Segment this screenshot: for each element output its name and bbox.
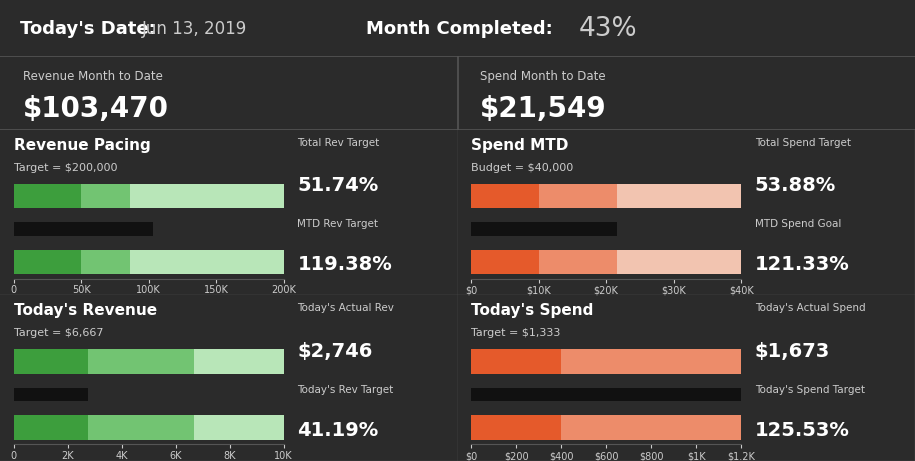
Text: Today's Actual Spend: Today's Actual Spend [755,303,866,313]
Text: Total Spend Target: Total Spend Target [755,138,851,148]
Text: $1,673: $1,673 [755,342,830,361]
Text: MTD Spend Goal: MTD Spend Goal [755,219,841,229]
Text: 119.38%: 119.38% [297,255,393,274]
Text: 41.19%: 41.19% [297,421,379,440]
Text: Month Completed:: Month Completed: [366,20,553,38]
Text: Today's Date:: Today's Date: [20,20,156,38]
Text: $2,746: $2,746 [297,342,372,361]
Text: Target = $200,000: Target = $200,000 [14,163,117,173]
Text: Budget = $40,000: Budget = $40,000 [471,163,574,173]
Text: Revenue Month to Date: Revenue Month to Date [23,71,163,83]
Text: Target = $6,667: Target = $6,667 [14,328,103,338]
Text: 53.88%: 53.88% [755,176,836,195]
Text: $21,549: $21,549 [480,95,607,124]
Text: Today's Spend: Today's Spend [471,303,594,319]
Text: Today's Actual Rev: Today's Actual Rev [297,303,394,313]
Text: 43%: 43% [578,16,637,42]
Text: Revenue Pacing: Revenue Pacing [14,138,150,153]
Text: $103,470: $103,470 [23,95,169,124]
Text: Today's Spend Target: Today's Spend Target [755,384,865,395]
Text: Target = $1,333: Target = $1,333 [471,328,561,338]
Text: Today's Rev Target: Today's Rev Target [297,384,393,395]
Text: Today's Revenue: Today's Revenue [14,303,156,319]
Text: Spend MTD: Spend MTD [471,138,568,153]
Text: 121.33%: 121.33% [755,255,850,274]
Text: Jun 13, 2019: Jun 13, 2019 [142,20,247,38]
Text: 51.74%: 51.74% [297,176,379,195]
Text: Total Rev Target: Total Rev Target [297,138,380,148]
Text: 125.53%: 125.53% [755,421,850,440]
Text: Spend Month to Date: Spend Month to Date [480,71,606,83]
Text: MTD Rev Target: MTD Rev Target [297,219,379,229]
